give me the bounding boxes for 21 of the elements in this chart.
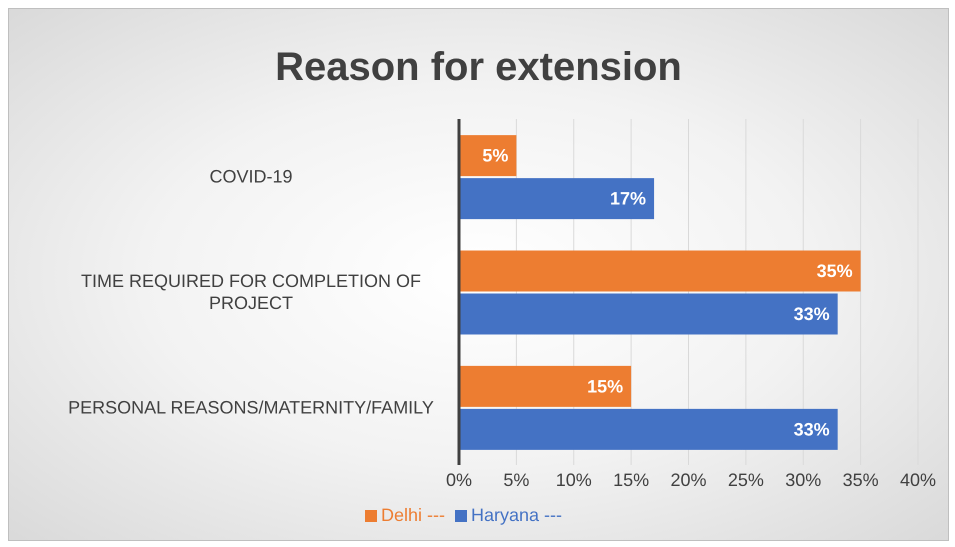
- data-label: 33%: [794, 304, 830, 324]
- data-label: 5%: [482, 146, 508, 166]
- data-label: 15%: [587, 376, 624, 396]
- chart-title: Reason for extension: [274, 44, 683, 89]
- x-tick-label: 5%: [503, 470, 530, 490]
- x-tick-label: 0%: [446, 470, 472, 490]
- x-tick-label: 40%: [900, 470, 936, 490]
- x-tick-label: 20%: [670, 470, 707, 490]
- x-tick-label: 15%: [613, 470, 650, 490]
- x-tick-label: 25%: [728, 470, 764, 490]
- legend-label: Delhi ---: [380, 505, 445, 525]
- y-tick-label: COVID-19: [209, 166, 293, 187]
- data-label: 33%: [794, 419, 830, 440]
- x-tick-label: 10%: [556, 470, 592, 490]
- y-tick-label: PERSONAL REASONS/MATERNITY/FAMILY: [68, 397, 434, 418]
- y-tick-label: TIME REQUIRED FOR COMPLETION OF PROJECT: [80, 271, 422, 313]
- legend-label: Haryana ---: [470, 505, 562, 525]
- x-tick-label: 35%: [842, 470, 879, 490]
- data-label: 35%: [816, 260, 853, 281]
- x-tick-label: 30%: [785, 470, 822, 490]
- data-label: 17%: [610, 188, 646, 209]
